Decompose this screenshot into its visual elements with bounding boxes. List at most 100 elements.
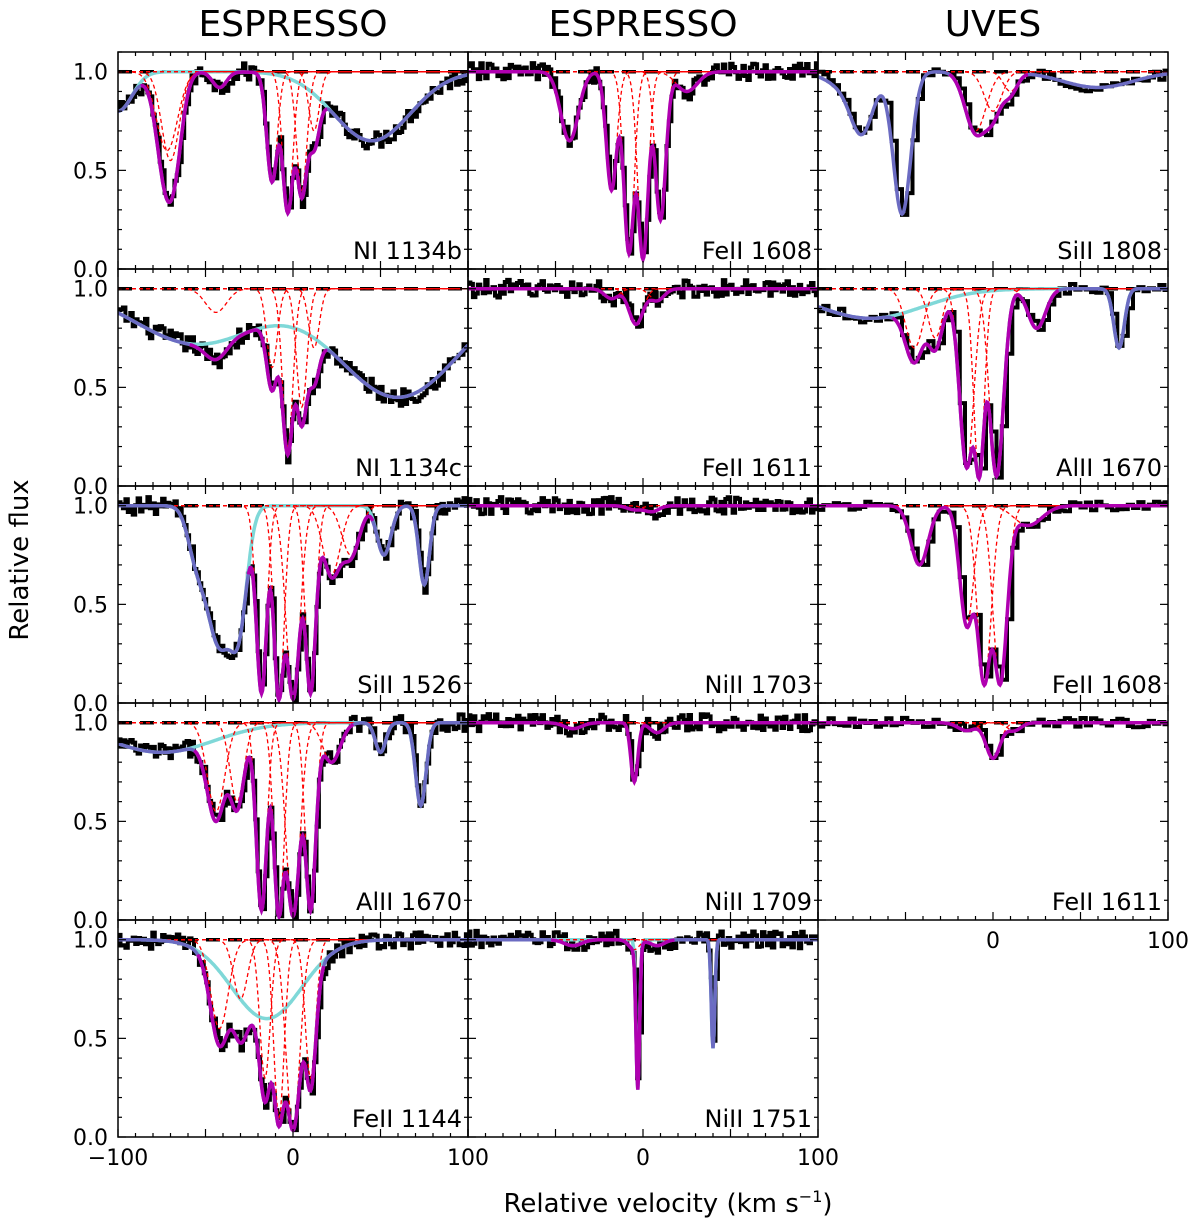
panel-3-y-tick-label: 1.0 (73, 495, 108, 520)
panel-11-ion-label: SiII 1808 (1057, 237, 1162, 265)
panel-2-y-tick-label: 0.0 (73, 475, 108, 500)
panel-5-component-3 (118, 939, 468, 1080)
panel-5-total-fit-curve (196, 953, 326, 1133)
panel-7-ion-label: FeII 1611 (702, 454, 812, 482)
panel-6-ion-label: FeII 1608 (702, 237, 812, 265)
panel-1-y-tick-label: 0.5 (73, 159, 108, 184)
x-axis-label: Relative velocity (km s−1) (503, 1187, 832, 1219)
panel-13: FeII 1608 (817, 485, 1169, 704)
panel-10-x-tick-label: 0 (636, 1146, 650, 1171)
panel-1: 0.0 0.5 1.0 NI 1134b (73, 51, 469, 283)
panel-5-component-6 (118, 939, 468, 1080)
panel-1-total-fit-curve (140, 70, 328, 217)
panel-9: NiII 1709 (467, 702, 819, 921)
panel-8-total-fit-curve (468, 503, 818, 514)
panel-5-y-tick-label: 1.0 (73, 929, 108, 954)
panel-7-total-fit-curve (468, 286, 818, 327)
panel-13-ion-label: FeII 1608 (1052, 671, 1162, 699)
panel-12-component-6 (818, 288, 1168, 329)
panel-5-contaminant-curve (118, 937, 468, 1021)
column-title-2: ESPRESSO (548, 4, 737, 45)
x-axis-label-close: ) (822, 1189, 832, 1219)
panel-14-x-tick-label: 0 (986, 929, 1000, 954)
panel-2-component-1 (118, 288, 468, 314)
panel-8-ion-label: NiII 1703 (705, 671, 812, 699)
panel-6-component-2 (468, 71, 818, 192)
panel-2-y-tick-label: 1.0 (73, 278, 108, 303)
panel-4-y-tick-label: 1.0 (73, 712, 108, 737)
panel-5: 0.0 0.5 1.0 FeII 1144 −100 0 100 (73, 919, 489, 1171)
y-axis-label: Relative flux (5, 479, 35, 640)
panel-5-x-tick-label: 0 (286, 1146, 300, 1171)
panel-13-plot-area (818, 499, 1168, 689)
panel-5-y-tick-label: 0.5 (73, 1027, 108, 1052)
panel-12-ion-label: AlII 1670 (1056, 454, 1162, 482)
panel-7-data-spectrum (468, 277, 818, 329)
panels-group: 0.0 0.5 1.0 NI 1134b 0.0 0.5 1.0 NI 1134c 0.0 0.5… (73, 51, 1189, 1171)
panel-5-component-4 (118, 939, 468, 1120)
panel-12: AlII 1670 (817, 268, 1169, 487)
panel-5-component-5 (118, 939, 468, 1129)
panel-12-data-spectrum (818, 282, 1168, 480)
panel-4-y-tick-label: 0.0 (73, 909, 108, 934)
panel-5-plot-area (118, 930, 468, 1133)
panel-3-ion-label: SiII 1526 (357, 671, 462, 699)
panel-10: NiII 1751 0 100 (467, 919, 839, 1171)
panel-14-plot-area (818, 715, 1168, 761)
panel-3-total-fit-curve (246, 514, 375, 703)
panel-1-ion-label: NI 1134b (353, 237, 462, 265)
panel-2-component-5 (118, 288, 468, 349)
panel-14-ion-label: FeII 1611 (1052, 888, 1162, 916)
panel-7-plot-area (468, 277, 818, 329)
panel-2-y-tick-label: 0.5 (73, 376, 108, 401)
panel-10-x-tick-label: 100 (797, 1146, 839, 1171)
panel-12-plot-area (818, 282, 1168, 483)
panel-11: SiII 1808 (817, 51, 1169, 270)
panel-14-total-fit-curve (818, 720, 1168, 761)
panel-5-x-tick-label: 100 (447, 1146, 489, 1171)
panel-3-y-tick-label: 0.5 (73, 593, 108, 618)
panel-2-ion-label: NI 1134c (355, 454, 462, 482)
panel-4-y-tick-label: 0.5 (73, 810, 108, 835)
panel-6-plot-area (468, 61, 818, 265)
panel-4-component-7 (118, 722, 468, 763)
panel-5-x-tick-label: −100 (88, 1146, 148, 1171)
panel-4-ion-label: AlII 1670 (356, 888, 462, 916)
panel-10-plot-area (468, 928, 818, 1090)
panel-13-total-fit-curve (818, 503, 1168, 689)
panel-14: FeII 1611 0 100 (817, 702, 1189, 954)
panel-4-total-fit-curve (193, 722, 355, 920)
panel-13-component-1 (818, 505, 1168, 566)
panel-6-component-1 (468, 71, 818, 142)
panel-4: 0.0 0.5 1.0 AlII 1670 (73, 702, 469, 934)
x-axis-label-sup: −1 (799, 1187, 823, 1206)
panel-3: 0.0 0.5 1.0 SiII 1526 (73, 485, 469, 717)
panel-11-data-spectrum (818, 67, 1168, 217)
panel-11-plot-area (818, 67, 1168, 217)
panel-8-plot-area (468, 495, 818, 521)
column-title-3: UVES (945, 4, 1042, 45)
panel-2: 0.0 0.5 1.0 NI 1134c (73, 268, 469, 500)
panel-6-data-spectrum (468, 61, 818, 256)
panel-1-y-tick-label: 0.0 (73, 258, 108, 283)
panel-9-ion-label: NiII 1709 (705, 888, 812, 916)
panel-6-component-5 (468, 71, 818, 222)
panel-12-total-fit-curve (891, 289, 1060, 483)
panel-2-component-4 (118, 288, 468, 409)
panel-6-total-fit-curve (468, 69, 818, 265)
panel-4-plot-area (118, 712, 468, 920)
panel-10-ion-label: NiII 1751 (705, 1105, 812, 1133)
panel-5-ion-label: FeII 1144 (352, 1105, 462, 1133)
panel-11-component-3 (818, 71, 1168, 93)
panel-11-component-2 (818, 71, 1168, 112)
panel-3-component-6 (118, 505, 468, 556)
panel-5-y-tick-label: 0.0 (73, 1126, 108, 1151)
panel-7: FeII 1611 (467, 268, 819, 487)
panel-9-total-fit-curve (468, 720, 818, 786)
panel-8: NiII 1703 (467, 485, 819, 704)
panel-1-plot-area (118, 61, 468, 217)
panel-5-data-spectrum (118, 930, 468, 1133)
panel-2-total-fit-curve (189, 328, 328, 459)
panel-5-component-2 (118, 939, 468, 1000)
panel-1-y-tick-label: 1.0 (73, 61, 108, 86)
